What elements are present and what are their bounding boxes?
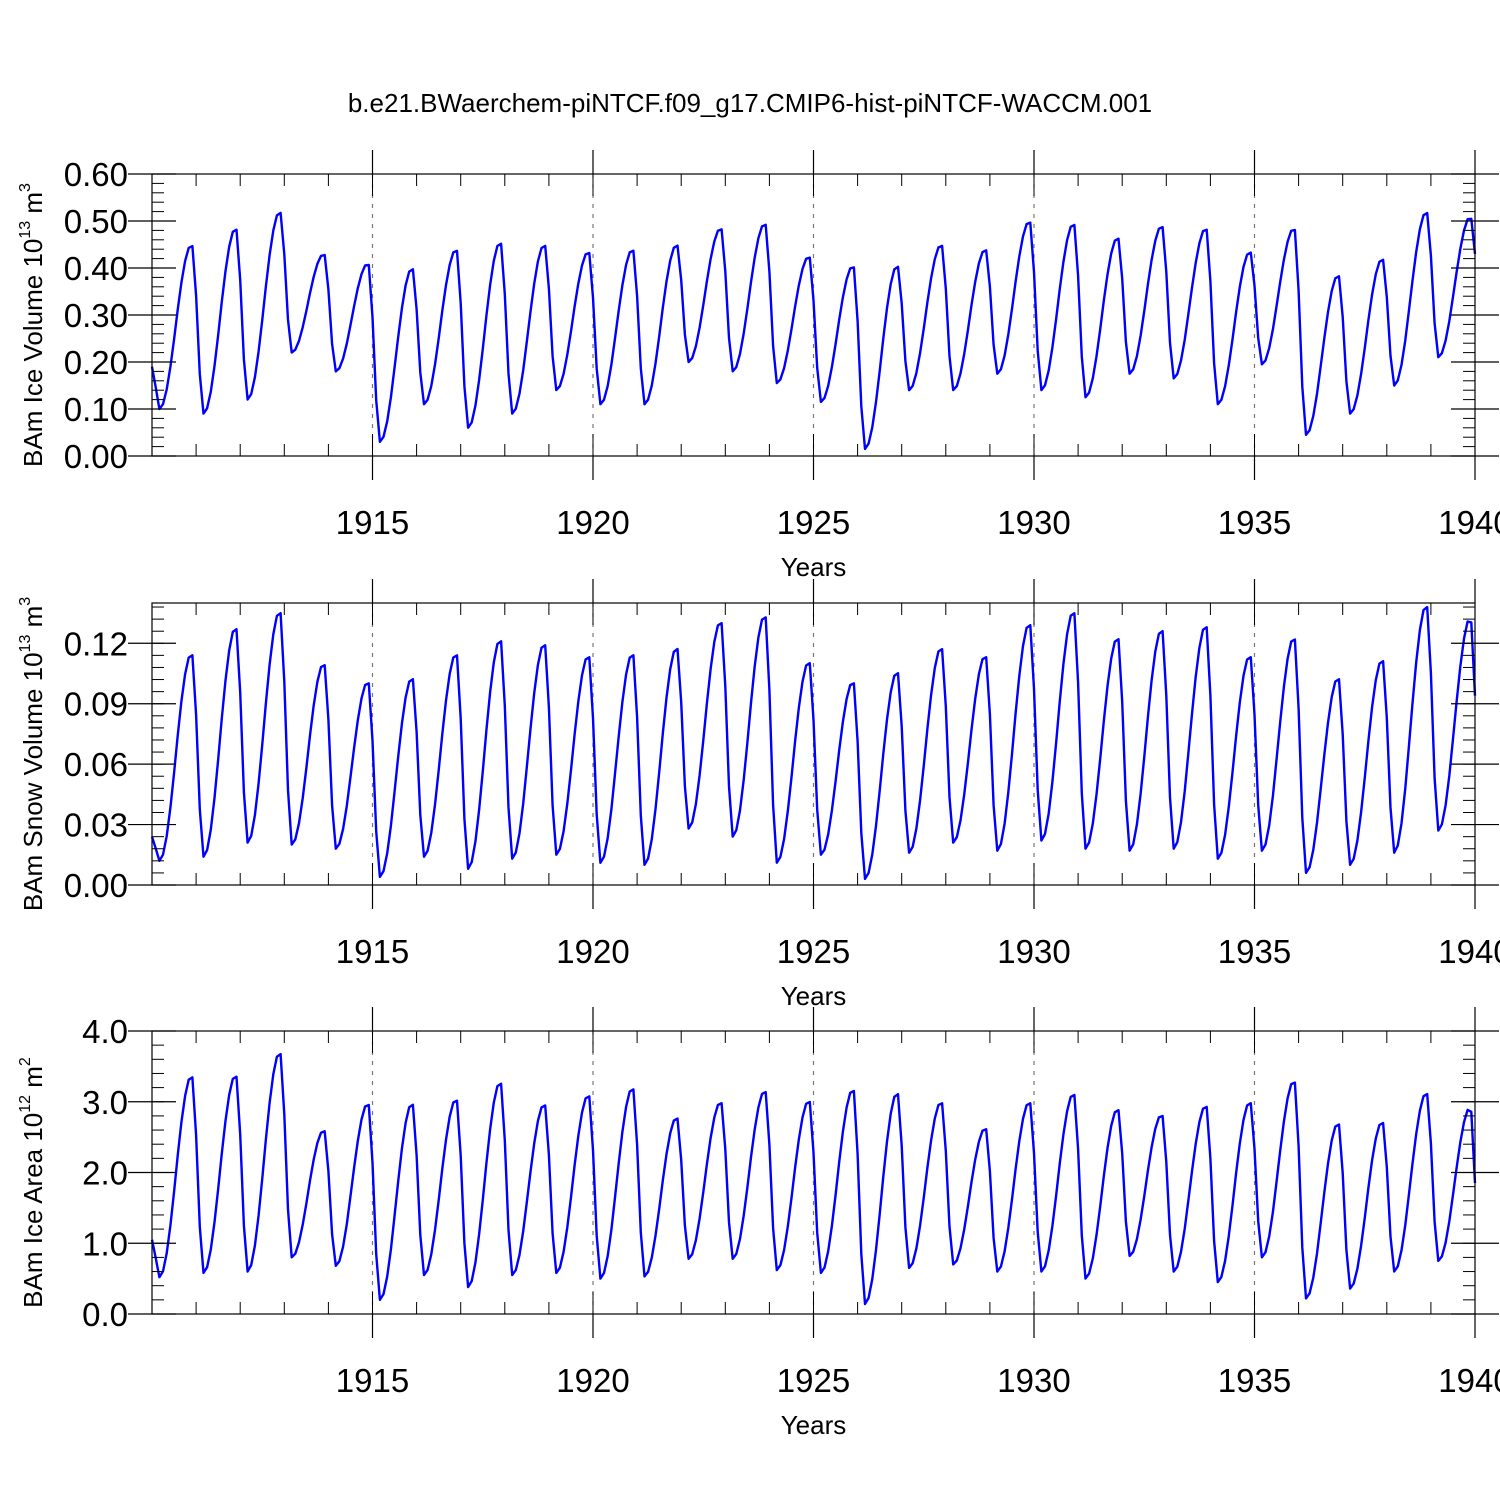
- y-tick-label: 0.60: [64, 156, 128, 193]
- y-tick-label: 0.03: [64, 807, 128, 844]
- y-tick-label: 0.20: [64, 344, 128, 381]
- y-tick-label: 0.06: [64, 746, 128, 783]
- y-tick-label: 0.30: [64, 297, 128, 334]
- y-tick-label: 0.00: [64, 867, 128, 904]
- y-tick-label: 0.40: [64, 250, 128, 287]
- panel-3: 0.0 1.0 2.0 3.0 4.0 1915 1920 1925 1930 1935 1940 Y…: [17, 1007, 1500, 1440]
- y-tick-label: 0.0: [82, 1296, 128, 1333]
- x-tick-label: 1935: [1218, 933, 1291, 970]
- series-line: [150, 211, 1477, 451]
- figure-title: b.e21.BWaerchem-piNTCF.f09_g17.CMIP6-his…: [348, 88, 1152, 118]
- x-tick-label: 1915: [336, 1362, 409, 1399]
- x-tick-label: 1925: [777, 933, 850, 970]
- x-tick-label: 1930: [997, 1362, 1070, 1399]
- x-tick-label: 1915: [336, 504, 409, 541]
- y-tick-label: 0.10: [64, 391, 128, 428]
- series-line: [150, 605, 1477, 881]
- x-tick-label: 1915: [336, 933, 409, 970]
- y-axis-label: BAm Snow Volume 1013 m3: [17, 597, 48, 911]
- x-tick-label: 1925: [777, 504, 850, 541]
- panel-1: 0.00 0.10 0.20 0.30 0.40 0.50 0.60 1915 1920 1925…: [17, 150, 1500, 582]
- x-tick-label: 1920: [556, 1362, 629, 1399]
- series-line: [150, 1052, 1477, 1306]
- y-tick-label: 2.0: [82, 1155, 128, 1192]
- x-axis-label: Years: [781, 552, 847, 582]
- y-tick-label: 0.09: [64, 686, 128, 723]
- x-tick-label: 1920: [556, 504, 629, 541]
- y-axis-label: BAm Ice Volume 1013 m3: [17, 183, 48, 467]
- x-tick-label: 1925: [777, 1362, 850, 1399]
- y-tick-label: 4.0: [82, 1013, 128, 1050]
- x-tick-label: 1935: [1218, 504, 1291, 541]
- y-tick-label: 1.0: [82, 1225, 128, 1262]
- y-axis-label: BAm Ice Area 1012 m2: [17, 1057, 48, 1308]
- x-axis-label: Years: [781, 1410, 847, 1440]
- x-tick-label: 1935: [1218, 1362, 1291, 1399]
- y-tick-label: 0.00: [64, 438, 128, 475]
- x-tick-label: 1940: [1438, 933, 1500, 970]
- y-tick-label: 0.50: [64, 203, 128, 240]
- y-tick-label: 0.12: [64, 625, 128, 662]
- x-tick-label: 1930: [997, 504, 1070, 541]
- x-axis-label: Years: [781, 981, 847, 1011]
- x-tick-label: 1920: [556, 933, 629, 970]
- panel-2: 0.00 0.03 0.06 0.09 0.12 1915 1920 1925 1930 1935…: [17, 579, 1500, 1011]
- x-tick-label: 1930: [997, 933, 1070, 970]
- x-tick-label: 1940: [1438, 504, 1500, 541]
- y-tick-label: 3.0: [82, 1084, 128, 1121]
- x-tick-label: 1940: [1438, 1362, 1500, 1399]
